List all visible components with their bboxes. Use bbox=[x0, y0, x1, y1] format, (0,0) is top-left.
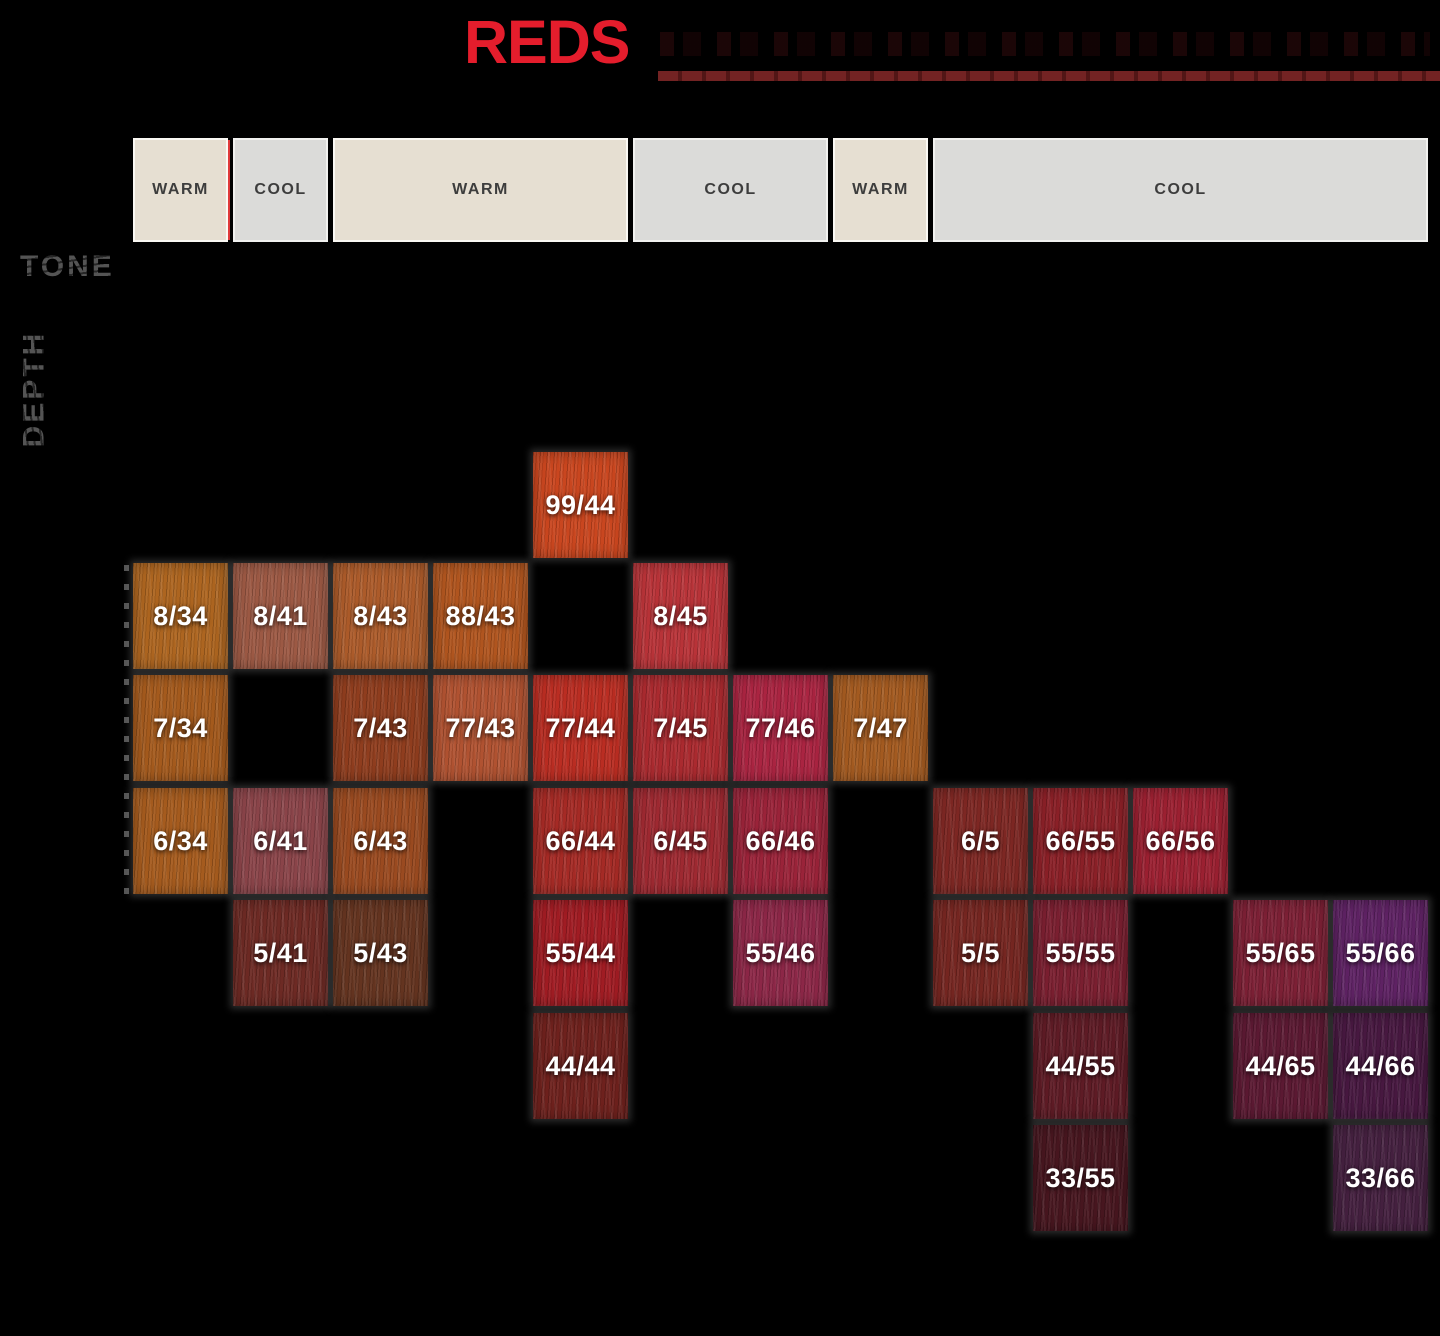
shade-swatch: 99/44 bbox=[533, 452, 628, 558]
shade-code-label: 7/34 bbox=[153, 712, 208, 743]
tone-header-label: WARM bbox=[852, 181, 909, 198]
shade-code-label: 7/47 bbox=[853, 712, 908, 743]
tone-header-cool-5: COOL bbox=[933, 138, 1428, 242]
shade-code-label: 5/43 bbox=[353, 937, 408, 968]
shade-code-label: 7/45 bbox=[653, 712, 708, 743]
tone-header-label: COOL bbox=[254, 181, 307, 198]
shade-swatch: 8/34 bbox=[133, 563, 228, 669]
title-underline-distress-texture bbox=[660, 32, 1430, 56]
shade-swatch: 66/46 bbox=[733, 788, 828, 894]
shade-swatch: 55/66 bbox=[1333, 900, 1428, 1006]
shade-code-label: 6/41 bbox=[253, 825, 308, 856]
shade-code-label: 55/55 bbox=[1045, 937, 1116, 968]
shade-code-label: 44/55 bbox=[1045, 1050, 1116, 1081]
shade-code-label: 77/43 bbox=[445, 712, 516, 743]
shade-swatch: 8/41 bbox=[233, 563, 328, 669]
shade-code-label: 66/56 bbox=[1145, 825, 1216, 856]
chart-title: REDS bbox=[464, 8, 630, 76]
shade-code-label: 5/5 bbox=[960, 937, 1001, 968]
shade-code-label: 8/41 bbox=[253, 600, 308, 631]
shade-code-label: 7/43 bbox=[353, 712, 408, 743]
shade-code-label: 55/66 bbox=[1345, 937, 1416, 968]
title-underline-bar bbox=[658, 71, 1440, 81]
warm-cool-divider-line bbox=[228, 140, 230, 240]
shade-swatch: 6/41 bbox=[233, 788, 328, 894]
tone-header-label: WARM bbox=[152, 181, 209, 198]
shade-code-label: 99/44 bbox=[545, 489, 616, 520]
shade-swatch: 66/56 bbox=[1133, 788, 1228, 894]
shade-code-label: 8/43 bbox=[353, 600, 408, 631]
tone-header-warm-0: WARM bbox=[133, 138, 228, 242]
shade-swatch: 77/44 bbox=[533, 675, 628, 781]
shade-code-label: 88/43 bbox=[445, 600, 516, 631]
shade-swatch: 77/43 bbox=[433, 675, 528, 781]
shade-swatch: 6/45 bbox=[633, 788, 728, 894]
tone-header-cool-1: COOL bbox=[233, 138, 328, 242]
shade-swatch: 5/5 bbox=[933, 900, 1028, 1006]
shade-swatch: 7/47 bbox=[833, 675, 928, 781]
shade-swatch: 44/66 bbox=[1333, 1013, 1428, 1119]
tone-axis-label: TONE bbox=[18, 248, 117, 286]
shade-swatch: 8/43 bbox=[333, 563, 428, 669]
shade-code-label: 44/65 bbox=[1245, 1050, 1316, 1081]
shade-swatch: 88/43 bbox=[433, 563, 528, 669]
tone-header-warm-2: WARM bbox=[333, 138, 628, 242]
shade-code-label: 77/44 bbox=[545, 712, 616, 743]
shade-swatch: 7/43 bbox=[333, 675, 428, 781]
shade-code-label: 33/66 bbox=[1345, 1162, 1416, 1193]
tone-header-label: COOL bbox=[1154, 181, 1207, 198]
shade-code-label: 8/34 bbox=[153, 600, 208, 631]
shade-code-label: 66/44 bbox=[545, 825, 616, 856]
shade-swatch: 6/43 bbox=[333, 788, 428, 894]
shade-swatch: 5/41 bbox=[233, 900, 328, 1006]
shade-code-label: 55/44 bbox=[545, 937, 616, 968]
shade-swatch: 66/44 bbox=[533, 788, 628, 894]
shade-swatch: 33/55 bbox=[1033, 1125, 1128, 1231]
shade-code-label: 66/46 bbox=[745, 825, 816, 856]
shade-swatch: 55/46 bbox=[733, 900, 828, 1006]
shade-code-label: 66/55 bbox=[1045, 825, 1116, 856]
shade-code-label: 33/55 bbox=[1045, 1162, 1116, 1193]
shade-code-label: 44/44 bbox=[545, 1050, 616, 1081]
shade-code-label: 6/34 bbox=[153, 825, 208, 856]
shade-swatch: 7/45 bbox=[633, 675, 728, 781]
shade-swatch: 77/46 bbox=[733, 675, 828, 781]
shade-swatch: 33/66 bbox=[1333, 1125, 1428, 1231]
shade-code-label: 77/46 bbox=[745, 712, 816, 743]
shade-swatch: 55/55 bbox=[1033, 900, 1128, 1006]
tone-header-warm-4: WARM bbox=[833, 138, 928, 242]
shade-swatch: 44/65 bbox=[1233, 1013, 1328, 1119]
shade-swatch: 5/43 bbox=[333, 900, 428, 1006]
shade-code-label: 55/46 bbox=[745, 937, 816, 968]
shade-code-label: 5/41 bbox=[253, 937, 308, 968]
shade-code-label: 6/45 bbox=[653, 825, 708, 856]
shade-swatch: 6/5 bbox=[933, 788, 1028, 894]
shade-code-label: 8/45 bbox=[653, 600, 708, 631]
shade-code-label: 6/43 bbox=[353, 825, 408, 856]
shade-swatch: 7/34 bbox=[133, 675, 228, 781]
shade-swatch: 6/34 bbox=[133, 788, 228, 894]
shade-code-label: 6/5 bbox=[960, 825, 1001, 856]
shade-code-label: 44/66 bbox=[1345, 1050, 1416, 1081]
shade-swatch: 8/45 bbox=[633, 563, 728, 669]
tone-header-label: WARM bbox=[452, 181, 509, 198]
tone-header-label: COOL bbox=[704, 181, 757, 198]
shade-swatch: 66/55 bbox=[1033, 788, 1128, 894]
shade-swatch: 55/44 bbox=[533, 900, 628, 1006]
shade-swatch: 44/55 bbox=[1033, 1013, 1128, 1119]
depth-axis-label: DEPTH bbox=[17, 330, 51, 448]
torn-edge-marks bbox=[124, 565, 129, 895]
shade-swatch: 55/65 bbox=[1233, 900, 1328, 1006]
shade-swatch: 44/44 bbox=[533, 1013, 628, 1119]
shade-code-label: 55/65 bbox=[1245, 937, 1316, 968]
tone-header-cool-3: COOL bbox=[633, 138, 828, 242]
